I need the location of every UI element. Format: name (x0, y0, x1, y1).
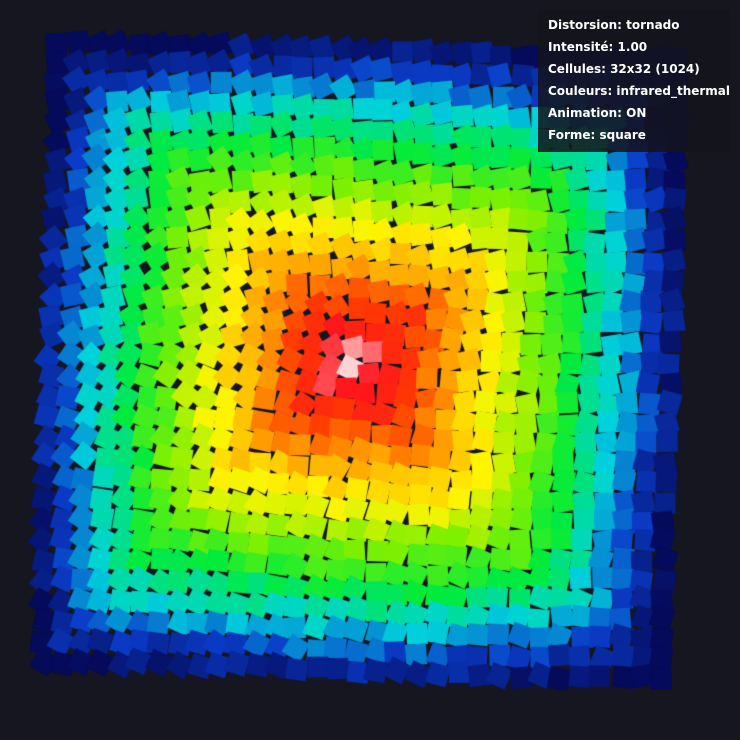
info-intensity: Intensité: 1.00 (548, 40, 648, 54)
info-animation: Animation: ON (548, 106, 647, 120)
info-distortion: Distorsion: tornado (548, 18, 680, 32)
info-shape: Forme: square (548, 128, 646, 142)
info-cells: Cellules: 32x32 (1024) (548, 62, 700, 76)
info-colors: Couleurs: infrared_thermal (548, 84, 731, 98)
info-panel: Distorsion: tornado Intensité: 1.00 Cell… (538, 10, 730, 152)
